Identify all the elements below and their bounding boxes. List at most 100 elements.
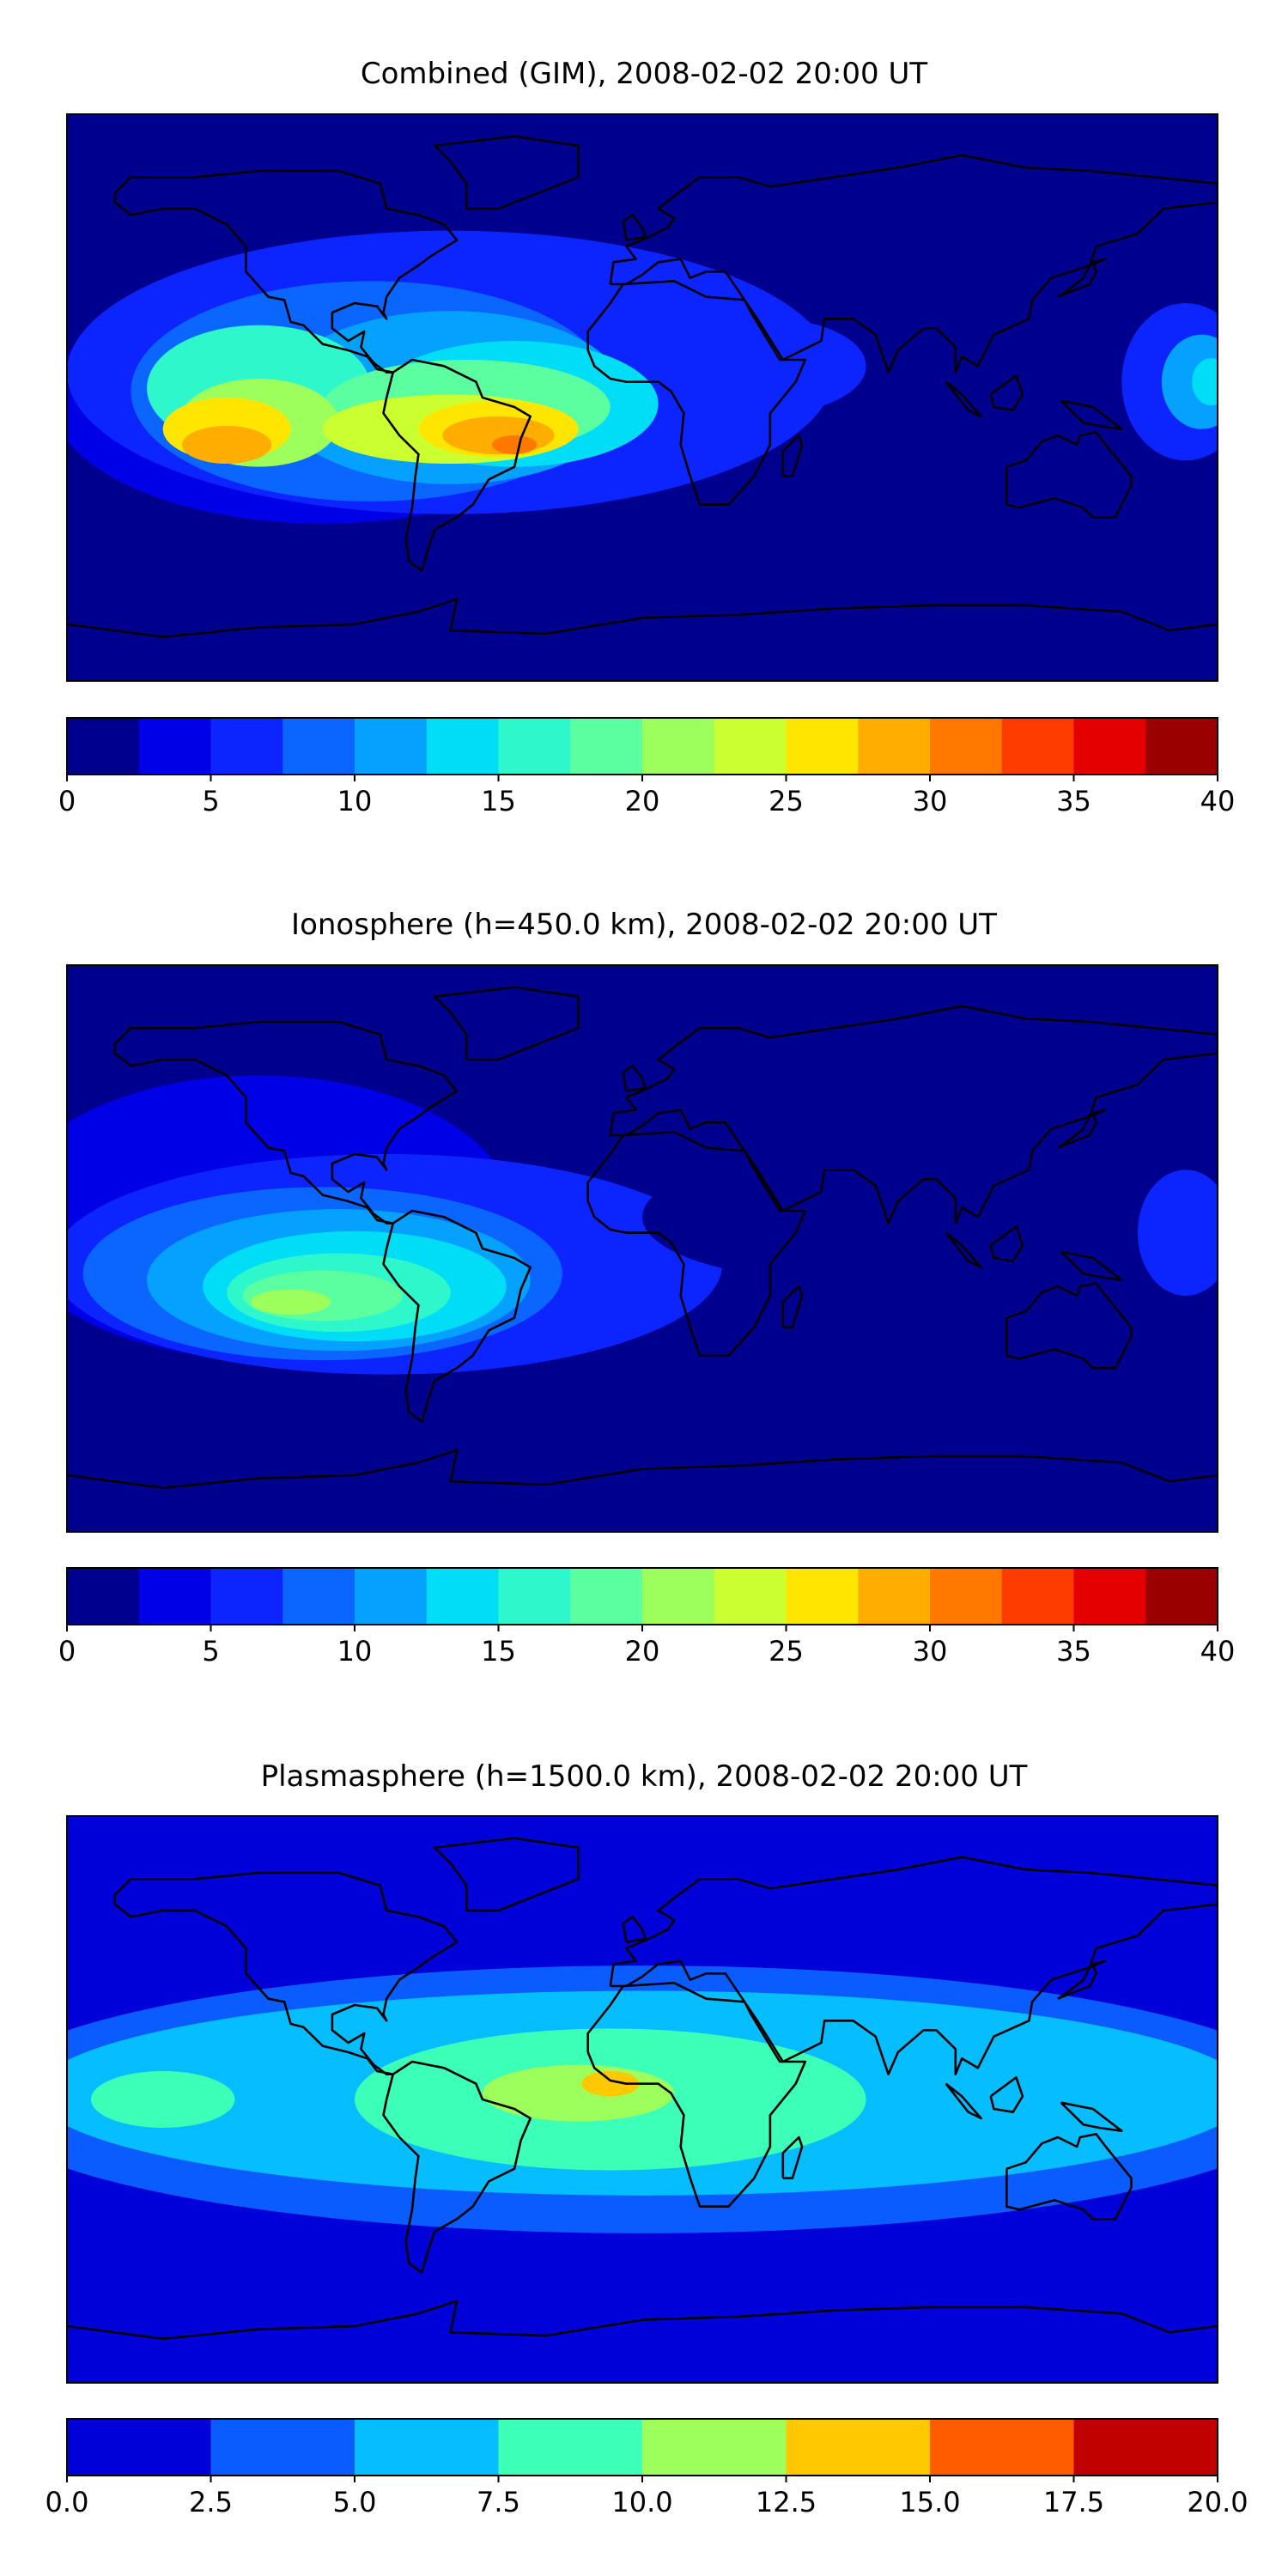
colorbar-tick-label: 10.0: [611, 2486, 672, 2518]
coastline: [67, 598, 1218, 638]
contour-region: [492, 435, 538, 454]
colorbar-swatch: [1145, 718, 1218, 775]
coastline: [433, 1837, 580, 1912]
colorbar-swatch: [1073, 1568, 1146, 1625]
coastline: [113, 169, 459, 374]
colorbar-swatch: [930, 1568, 1003, 1625]
colorbar: 0.0 2.5 5.0 7.5 10.0 12.5 15.0 17.5 20.0: [46, 2418, 1249, 2518]
map-area: [67, 965, 1218, 1532]
colorbar-tick-label: 35: [1056, 785, 1091, 817]
contour-region: [1192, 358, 1218, 406]
colorbar-tick-label: 30: [913, 785, 948, 817]
colorbar-swatch: [67, 1568, 140, 1625]
colorbar-swatch: [138, 1568, 211, 1625]
coastline: [1057, 1959, 1107, 2000]
colorbar-tick-label: 2.5: [189, 2486, 233, 2518]
colorbar-swatch: [210, 1568, 283, 1625]
coastline: [433, 135, 580, 210]
map-frame: [66, 964, 1218, 1533]
contour-region: [642, 1154, 1026, 1280]
colorbar-swatch: [786, 1568, 859, 1625]
coastline: [1057, 1109, 1107, 1149]
coastline: [382, 1209, 532, 1423]
colorbar-swatch: [498, 2419, 643, 2476]
colorbar-tick-label: 25: [769, 1635, 804, 1668]
contour-region: [1137, 1170, 1218, 1296]
colorbar-tick-label: 5.0: [333, 2486, 377, 2518]
colorbar-swatch: [930, 2419, 1074, 2476]
colorbar-swatch: [1073, 2419, 1218, 2476]
colorbar-swatch: [714, 1568, 787, 1625]
colorbar-swatch: [67, 718, 140, 775]
coastline: [1060, 399, 1123, 430]
colorbar-swatch: [138, 718, 211, 775]
coastline: [586, 1131, 807, 1357]
coastline: [113, 1871, 459, 2075]
colorbar-tick-label: 30: [913, 1635, 948, 1668]
colorbar-swatch: [498, 1568, 571, 1625]
colorbar-swatch: [283, 1568, 355, 1625]
colorbar-swatch: [498, 718, 571, 775]
colorbar-swatch: [642, 718, 715, 775]
colorbar-tick-label: 17.5: [1043, 2486, 1104, 2518]
colorbar-tick-label: 12.5: [756, 2486, 817, 2518]
colorbar-swatch: [283, 718, 355, 775]
contour-region: [674, 319, 866, 414]
colorbar-swatch: [1001, 1568, 1074, 1625]
coastline: [586, 280, 807, 506]
colorbar-tick-label: 10: [337, 1635, 373, 1668]
colorbar-swatch: [355, 718, 428, 775]
colorbar-swatch: [67, 2419, 211, 2476]
colorbar-tick-label: 15: [481, 1635, 516, 1668]
coastline: [382, 2060, 532, 2274]
panel-3: Plasmasphere (h=1500.0 km), 2008-02-02 2…: [46, 1759, 1249, 2518]
colorbar-tick-label: 20: [625, 1635, 660, 1668]
contour-region: [581, 2071, 640, 2097]
coastline: [382, 358, 532, 572]
map-area: [67, 114, 1218, 681]
colorbar-swatch: [210, 2419, 355, 2476]
colorbar-swatch: [786, 718, 859, 775]
colorbar-swatch: [426, 1568, 499, 1625]
colorbar-swatch: [786, 2419, 931, 2476]
colorbar-swatch: [1073, 718, 1146, 775]
colorbar-tick-label: 0: [58, 1635, 76, 1668]
coastline: [67, 1449, 1218, 1489]
colorbar: 0 5 10 15 20 25 30 35 40: [58, 717, 1235, 817]
colorbar-tick-label: 20.0: [1187, 2486, 1248, 2518]
colorbar-tick-label: 5: [202, 1635, 219, 1668]
colorbar-tick-label: 35: [1056, 1635, 1091, 1668]
colorbar-swatch: [930, 718, 1003, 775]
colorbar-tick-label: 0.0: [46, 2486, 89, 2518]
colorbar-tick-label: 5: [202, 785, 219, 817]
contour-region: [251, 1289, 331, 1315]
colorbar-swatch: [858, 718, 931, 775]
panel-title: Plasmasphere (h=1500.0 km), 2008-02-02 2…: [261, 1759, 1028, 1794]
colorbar-swatch: [570, 1568, 643, 1625]
coastline: [1060, 1250, 1123, 1281]
colorbar-swatch: [642, 2419, 787, 2476]
coastline: [1060, 2101, 1123, 2132]
colorbar: 0 5 10 15 20 25 30 35 40: [58, 1567, 1236, 1668]
contour-region: [802, 445, 1186, 508]
coastline: [781, 1285, 804, 1328]
colorbar-tick-label: 15: [481, 785, 516, 817]
contour-region: [1161, 334, 1218, 429]
panel-title: Combined (GIM), 2008-02-02 20:00 UT: [361, 57, 927, 91]
coastline: [1005, 431, 1133, 519]
coastline: [781, 434, 804, 477]
colorbar-tick-label: 0: [58, 785, 76, 817]
colorbar-swatch: [714, 718, 787, 775]
coastline: [113, 1020, 459, 1224]
map-frame: [66, 1815, 1218, 2384]
coastline: [586, 1982, 807, 2208]
colorbar-tick-label: 7.5: [477, 2486, 520, 2518]
coastline: [1057, 258, 1107, 298]
colorbar-tick-label: 40: [1200, 1635, 1236, 1668]
colorbar-swatch: [570, 718, 643, 775]
coastline: [1005, 2133, 1133, 2221]
colorbar-swatch: [210, 718, 283, 775]
coastline: [989, 2076, 1024, 2113]
coastline: [433, 986, 580, 1061]
